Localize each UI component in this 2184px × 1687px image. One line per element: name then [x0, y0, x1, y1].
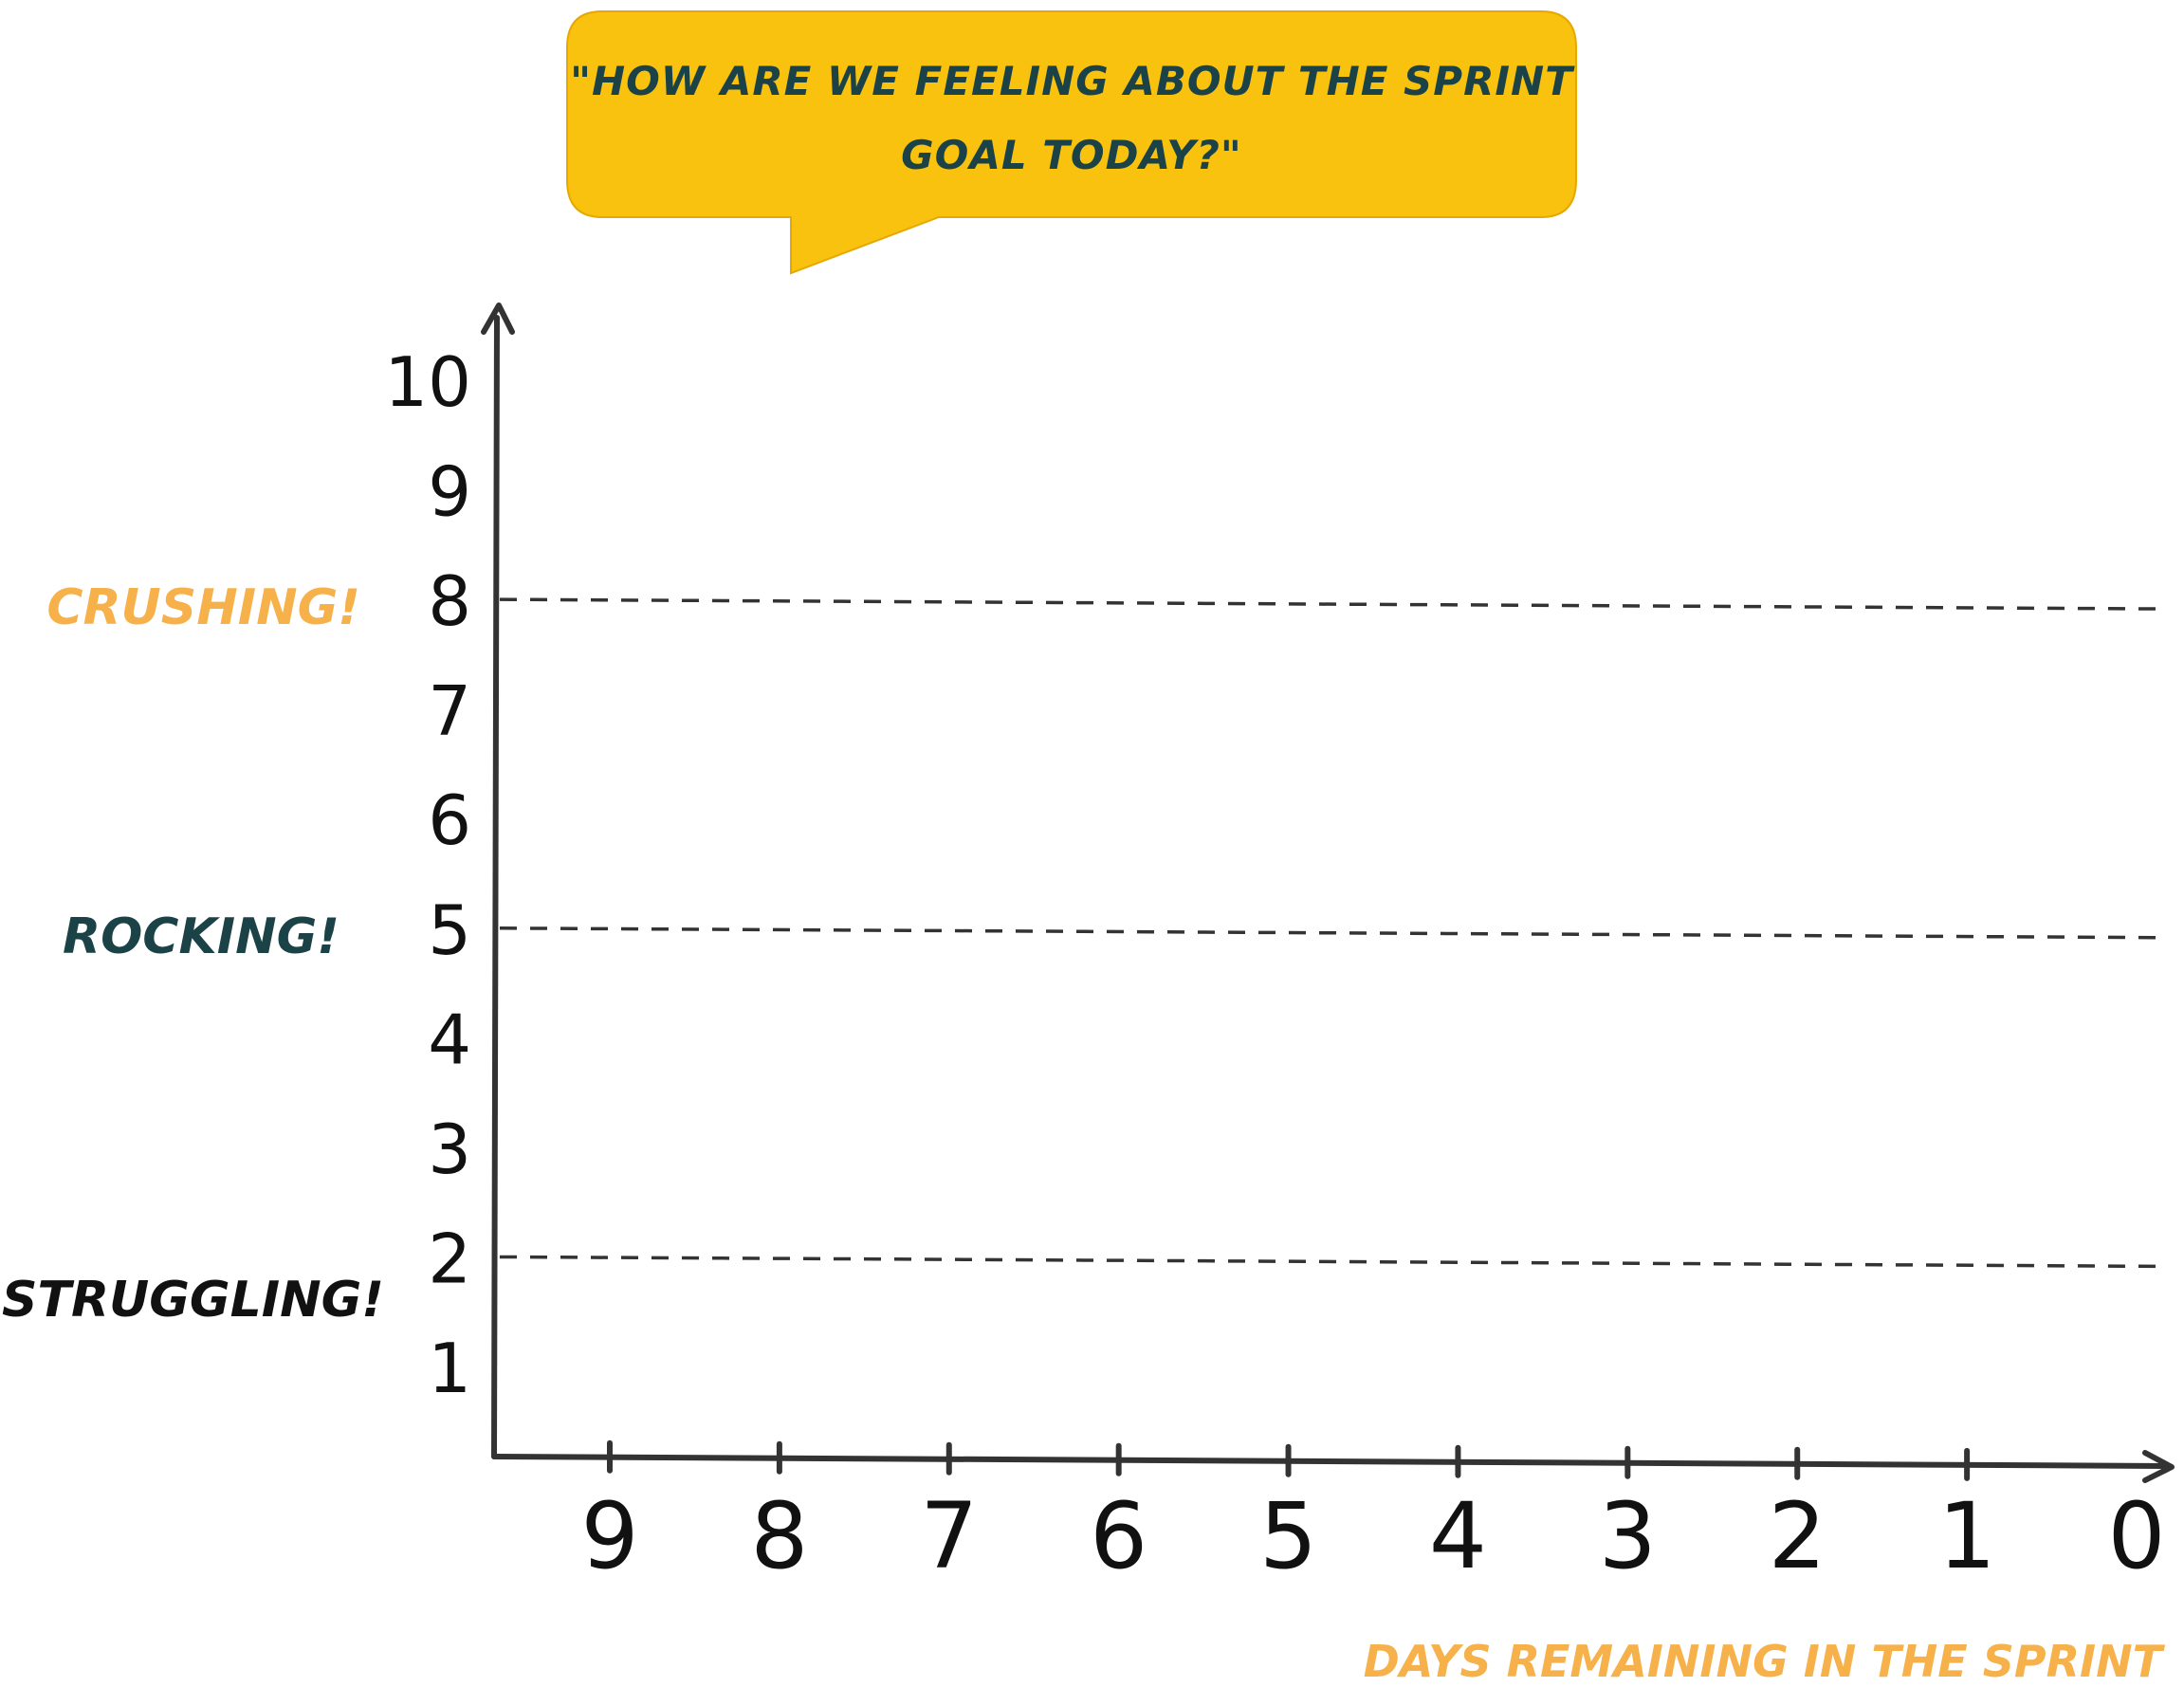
x-axis-label: DAYS REMAINING IN THE SPRINT — [1364, 1636, 2166, 1687]
x-tick-label-5: 5 — [1259, 1483, 1317, 1589]
x-tick-label-8: 8 — [750, 1483, 808, 1589]
y-tick-label-4: 4 — [428, 999, 471, 1079]
bubble-text-line2: Goal today?" — [901, 132, 1242, 178]
y-axis-ticks: 1 2 3 4 5 6 7 8 9 10 — [384, 342, 471, 1408]
reference-label-crushing: CRUSHING! — [46, 579, 360, 636]
reference-line-2 — [499, 1255, 2168, 1269]
x-tick-label-6: 6 — [1090, 1483, 1147, 1589]
reference-label-struggling: STRUGGLING! — [2, 1272, 384, 1329]
y-tick-label-10: 10 — [384, 342, 471, 422]
x-axis-arrow-icon — [2142, 1450, 2175, 1483]
axes — [481, 303, 2175, 1483]
y-axis-arrow-icon — [481, 303, 515, 335]
x-tick-label-2: 2 — [1769, 1483, 1826, 1589]
reference-line-5 — [499, 926, 2168, 940]
x-tick-label-4: 4 — [1429, 1483, 1487, 1589]
x-tick-label-9: 9 — [580, 1483, 638, 1589]
x-axis-line — [491, 1454, 2167, 1469]
y-tick-label-2: 2 — [428, 1219, 471, 1298]
speech-bubble-shape — [566, 10, 1577, 275]
y-tick-label-8: 8 — [428, 561, 471, 641]
reference-line-8 — [499, 597, 2168, 611]
bubble-text-line1: "How are we feeling about the Sprint — [570, 58, 1575, 104]
reference-label-rocking: ROCKING! — [63, 908, 340, 965]
y-tick-label-1: 1 — [428, 1329, 471, 1408]
reference-labels: CRUSHING! ROCKING! STRUGGLING! — [2, 579, 384, 1329]
x-tick-label-1: 1 — [1938, 1483, 1996, 1589]
x-tick-label-0: 0 — [2107, 1483, 2165, 1589]
y-tick-label-3: 3 — [428, 1109, 471, 1189]
x-tick-label-7: 7 — [920, 1483, 978, 1589]
y-tick-label-7: 7 — [428, 671, 471, 751]
question-bubble: "How are we feeling about the Sprint Goa… — [566, 10, 1577, 275]
reference-lines — [499, 597, 2168, 1269]
x-tick-label-3: 3 — [1599, 1483, 1657, 1589]
x-axis-ticks: 9 8 7 6 5 4 3 2 1 0 — [580, 1439, 2166, 1589]
y-tick-label-6: 6 — [428, 780, 471, 860]
y-tick-label-5: 5 — [428, 890, 471, 970]
y-axis-line — [491, 315, 500, 1459]
y-tick-label-9: 9 — [428, 452, 471, 532]
